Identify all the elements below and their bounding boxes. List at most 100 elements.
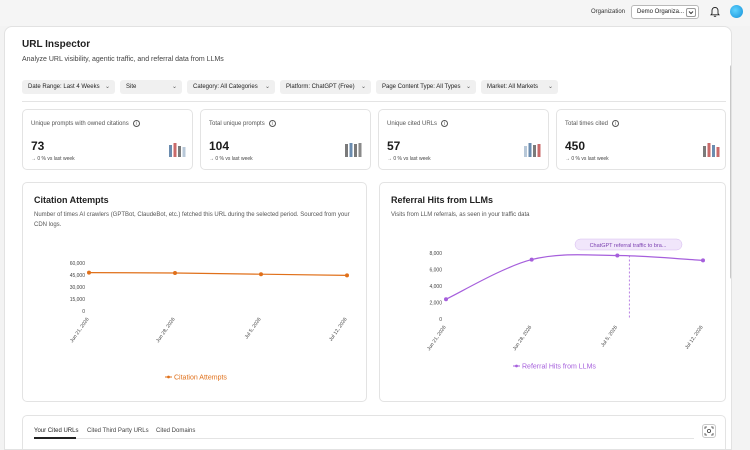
x-tick-label: Jul 12, 2026: [684, 325, 705, 351]
cited-urls-card: Your Cited URLs Cited Third Party URLs C…: [22, 415, 727, 449]
annotation-label: ChatGPT referral traffic to bra...: [590, 243, 667, 249]
annotation-pill: [574, 238, 683, 251]
tab-cited-domains[interactable]: Cited Domains: [156, 428, 196, 434]
info-icon[interactable]: i: [612, 120, 620, 127]
legend-marker: [515, 364, 518, 368]
active-tab-indicator: [34, 437, 76, 439]
kpi-value: 450: [565, 139, 586, 153]
chevron-down-icon: ⌄: [171, 84, 177, 90]
data-point: [615, 253, 620, 258]
series-line: [445, 254, 704, 300]
data-point: [173, 271, 177, 275]
info-icon[interactable]: i: [441, 120, 449, 127]
kpi-bar-chart-icon: [703, 143, 720, 157]
filter-date-range[interactable]: Date Range: Last 4 Weeks ⌄: [22, 80, 115, 94]
filter-market[interactable]: Market: All Markets ⌄: [481, 80, 558, 94]
y-tick-label: 45,000: [70, 273, 86, 279]
data-point: [529, 257, 534, 262]
kpi-value: 57: [387, 139, 401, 153]
divider: [22, 101, 726, 102]
referral-hits-chart: 8,000 6,000 4,000 2,000 0 Jun 21, 2026 Jun 28,…: [426, 238, 705, 371]
y-tick-label: 15,000: [70, 297, 86, 303]
organization-value: Demo Organiza...: [637, 9, 685, 15]
organization-select[interactable]: Demo Organiza...: [631, 5, 699, 19]
chevron-down-icon: ⌄: [547, 84, 553, 90]
kpi-change: → 0 % vs last week: [565, 156, 609, 162]
y-tick-label: 4,000: [429, 284, 442, 290]
kpi-label: Total unique prompts i: [209, 120, 276, 127]
filter-label: Category: All Categories: [193, 84, 258, 90]
citation-attempts-chart: 60,000 45,000 30,000 15,000 0 Jun 21, 2026 Jun…: [69, 261, 349, 382]
referral-hits-card: Referral Hits from LLMs Visits from LLM …: [379, 182, 726, 402]
filter-category[interactable]: Category: All Categories ⌄: [187, 80, 275, 94]
bell-icon[interactable]: [709, 6, 721, 18]
info-icon[interactable]: i: [268, 120, 276, 127]
tab-your-cited-urls[interactable]: Your Cited URLs: [34, 428, 79, 434]
kpi-label: Unique prompts with owned citations i: [31, 120, 140, 127]
filter-label: Site: [126, 84, 137, 90]
kpi-value: 73: [31, 139, 45, 153]
kpi-card-unique-cited-urls: Unique cited URLs i 57 → 0 % vs last week: [378, 109, 549, 170]
chart-description: Visits from LLM referrals, as seen in yo…: [391, 212, 530, 218]
info-icon[interactable]: i: [132, 120, 140, 127]
y-tick-label: 30,000: [70, 285, 86, 291]
x-tick-label: Jun 28, 2026: [512, 325, 534, 352]
scrollbar[interactable]: [730, 65, 731, 279]
filter-page-content-type[interactable]: Page Content Type: All Types ⌄: [376, 80, 476, 94]
organization-label: Organization: [591, 9, 626, 15]
kpi-bar-chart-icon: [524, 143, 541, 157]
legend-label: Referral Hits from LLMs: [522, 364, 596, 371]
data-point: [259, 272, 263, 277]
screenshot-icon: [704, 426, 714, 436]
kpi-card-total-times-cited: Total times cited i 450 → 0 % vs last wee…: [556, 109, 726, 170]
x-tick-label: Jul 5, 2026: [244, 317, 263, 341]
page-title: URL Inspector: [22, 39, 91, 50]
filter-platform[interactable]: Platform: ChatGPT (Free) ⌄: [280, 80, 371, 94]
filter-site[interactable]: Site ⌄: [120, 80, 182, 94]
kpi-change: → 0 % vs last week: [209, 156, 253, 162]
page-subtitle: Analyze URL visibility, agentic traffic,…: [22, 56, 224, 63]
x-tick-label: Jun 21, 2026: [426, 325, 448, 352]
kpi-change: → 0 % vs last week: [387, 156, 431, 162]
y-tick-label: 60,000: [70, 261, 86, 267]
y-tick-label: 2,000: [429, 301, 442, 307]
series-line: [88, 272, 348, 276]
kpi-card-total-prompts: Total unique prompts i 104 → 0 % vs last …: [200, 109, 371, 170]
filter-label: Platform: ChatGPT (Free): [286, 84, 355, 90]
y-tick-label: 0: [439, 317, 442, 323]
chart-title: Citation Attempts: [34, 195, 109, 205]
kpi-bar-chart-icon: [345, 143, 362, 157]
data-point: [701, 258, 705, 263]
legend-label: Citation Attempts: [174, 375, 227, 382]
chevron-down-icon: ⌄: [360, 84, 366, 90]
data-point: [87, 270, 91, 275]
tab-cited-third-party-urls[interactable]: Cited Third Party URLs: [87, 428, 149, 434]
screenshot-button[interactable]: [702, 424, 716, 438]
legend-marker: [167, 375, 170, 379]
top-bar: Organization Demo Organiza...: [0, 0, 750, 26]
tab-divider: [34, 438, 694, 439]
kpi-bar-chart-icon: [169, 143, 186, 157]
y-tick-label: 0: [82, 309, 85, 315]
main-panel: URL Inspector Analyze URL visibility, ag…: [4, 26, 732, 450]
x-tick-label: Jun 28, 2026: [155, 317, 177, 344]
filter-label: Date Range: Last 4 Weeks: [28, 84, 100, 90]
data-point: [345, 273, 349, 278]
kpi-label: Total times cited i: [565, 120, 620, 127]
kpi-label: Unique cited URLs i: [387, 120, 449, 127]
chevron-down-icon: ⌄: [264, 84, 270, 90]
tab-bar: Your Cited URLs Cited Third Party URLs C…: [23, 416, 727, 446]
filter-label: Market: All Markets: [487, 84, 539, 90]
chevron-down-icon: ⌄: [465, 84, 471, 90]
data-point: [444, 297, 448, 302]
kpi-value: 104: [209, 139, 230, 153]
citation-attempts-card: Citation Attempts Number of times AI cra…: [22, 182, 367, 402]
x-tick-label: Jul 12, 2026: [328, 317, 349, 343]
filter-label: Page Content Type: All Types: [382, 84, 461, 90]
y-tick-label: 8,000: [429, 251, 442, 257]
kpi-card-owned-citations: Unique prompts with owned citations i 73 …: [22, 109, 193, 170]
avatar[interactable]: [730, 5, 743, 18]
chevron-down-icon: [686, 8, 696, 17]
chevron-down-icon: ⌄: [104, 84, 110, 90]
x-tick-label: Jul 5, 2026: [600, 325, 619, 349]
